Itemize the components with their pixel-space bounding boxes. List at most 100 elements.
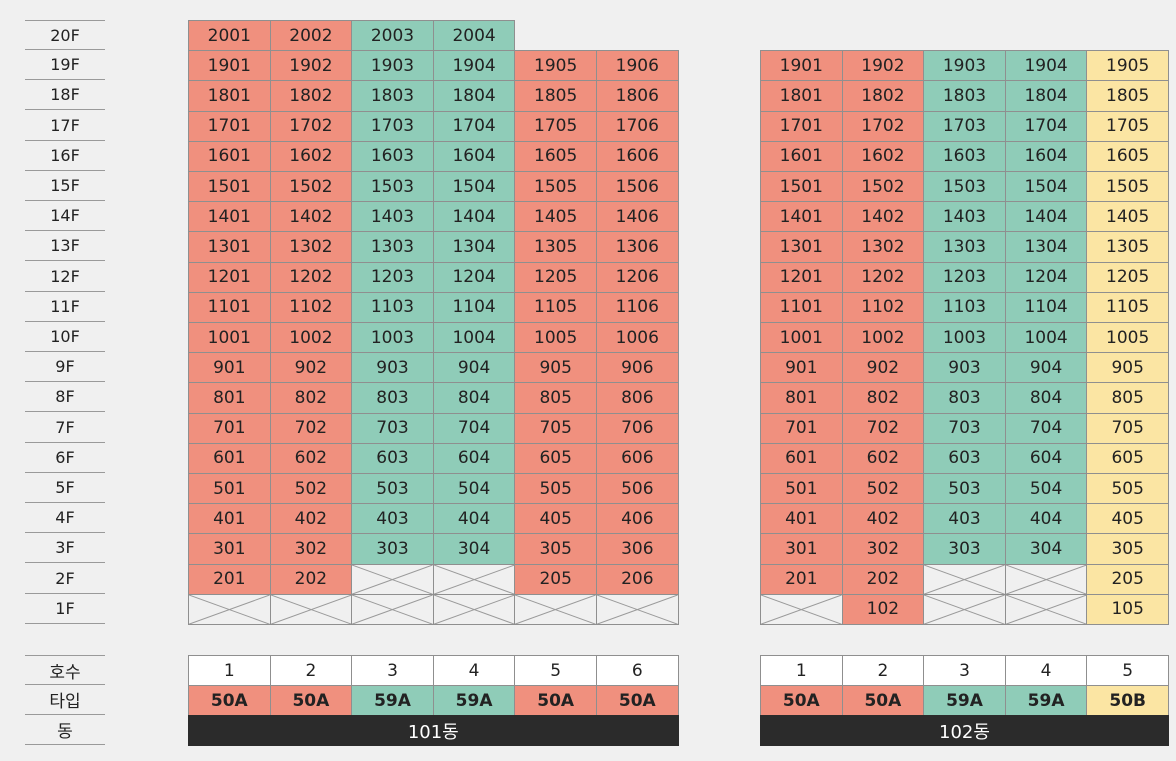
unit-cell: 1703 [923, 110, 1006, 142]
unit-cell: 404 [1004, 503, 1088, 535]
unit-cell: 301 [760, 533, 843, 565]
unit-cell: 1103 [923, 291, 1006, 323]
unit-cell: 801 [760, 382, 843, 414]
unit-cell: 703 [351, 412, 434, 444]
unit-cell: 1803 [923, 80, 1006, 112]
unit-cell: 901 [188, 352, 271, 384]
unit-cell: 1205 [514, 261, 597, 293]
floor-label-16f: 16F [25, 141, 105, 171]
unit-cell: 1004 [432, 322, 516, 354]
unit-type-cell: 50A [188, 685, 271, 716]
floor-label-11f: 11F [25, 292, 105, 322]
unit-cell: 506 [596, 473, 679, 505]
floor-label-19f: 19F [25, 50, 105, 81]
unit-cell: 1105 [1086, 291, 1169, 323]
unit-cell: 406 [596, 503, 679, 535]
unit-cell: 1906 [596, 50, 679, 82]
unit-cell: 1403 [351, 201, 434, 233]
unit-cell: 903 [923, 352, 1006, 384]
unit-cell: 1301 [760, 231, 843, 263]
unit-cell: 1802 [841, 80, 925, 112]
unit-cell: 1904 [1004, 50, 1088, 82]
unit-cell: 1901 [188, 50, 271, 82]
floor-label-13f: 13F [25, 231, 105, 262]
unit-cell: 605 [1086, 442, 1169, 474]
unit-cell: 805 [1086, 382, 1169, 414]
unit-cell: 1603 [923, 140, 1006, 172]
unit-cell: 202 [269, 563, 353, 595]
unit-cell: 301 [188, 533, 271, 565]
unit-cell: 701 [760, 412, 843, 444]
unit-cell: 1603 [351, 140, 434, 172]
building-name-bar: 102동 [760, 715, 1169, 746]
unit-cell: 202 [841, 563, 925, 595]
unit-cell: 1606 [596, 140, 679, 172]
unit-cell: 1802 [269, 80, 353, 112]
unit-cell: 1703 [351, 110, 434, 142]
unit-cell: 1505 [514, 171, 597, 203]
unit-cell: 606 [596, 442, 679, 474]
unit-cell: 1605 [1086, 140, 1169, 172]
unit-cell: 1701 [188, 110, 271, 142]
unit-number-header: 3 [351, 655, 434, 686]
unit-cell: 1106 [596, 291, 679, 323]
floor-label-3f: 3F [25, 533, 105, 564]
cross-out-icon [597, 595, 678, 624]
unit-cell: 1001 [188, 322, 271, 354]
floor-label-7f: 7F [25, 413, 105, 443]
unit-cell: 603 [351, 442, 434, 474]
unit-cell: 1203 [351, 261, 434, 293]
unit-cell: 1206 [596, 261, 679, 293]
empty-unit-cell [269, 593, 353, 625]
floor-label-12f: 12F [25, 262, 105, 292]
unit-cell: 404 [432, 503, 516, 535]
unit-cell: 603 [923, 442, 1006, 474]
unit-cell: 2004 [432, 20, 516, 52]
unit-cell: 1002 [269, 322, 353, 354]
unit-cell: 1403 [923, 201, 1006, 233]
unit-cell: 502 [841, 473, 925, 505]
empty-unit-cell [432, 563, 516, 595]
unit-number-header: 6 [596, 655, 679, 686]
unit-cell: 1204 [432, 261, 516, 293]
unit-cell: 1903 [351, 50, 434, 82]
unit-cell: 1001 [760, 322, 843, 354]
unit-cell: 705 [514, 412, 597, 444]
unit-cell: 1303 [923, 231, 1006, 263]
unit-cell: 1704 [432, 110, 516, 142]
unit-cell: 1801 [188, 80, 271, 112]
unit-cell: 1201 [188, 261, 271, 293]
unit-cell: 601 [760, 442, 843, 474]
unit-cell: 305 [514, 533, 597, 565]
unit-cell: 703 [923, 412, 1006, 444]
unit-cell: 1102 [269, 291, 353, 323]
floor-label-2f: 2F [25, 564, 105, 594]
unit-cell: 1902 [841, 50, 925, 82]
unit-cell: 1604 [432, 140, 516, 172]
unit-cell: 706 [596, 412, 679, 444]
unit-cell: 2003 [351, 20, 434, 52]
unit-cell: 902 [269, 352, 353, 384]
unit-cell: 1205 [1086, 261, 1169, 293]
unit-cell: 1201 [760, 261, 843, 293]
unit-type-cell: 50B [1086, 685, 1169, 716]
unit-cell: 604 [432, 442, 516, 474]
floor-label-18f: 18F [25, 80, 105, 111]
unit-type-cell: 50A [841, 685, 925, 716]
unit-cell: 1702 [269, 110, 353, 142]
unit-cell: 304 [432, 533, 516, 565]
unit-cell: 2002 [269, 20, 353, 52]
floor-label-1f: 1F [25, 594, 105, 624]
unit-cell: 1601 [760, 140, 843, 172]
floor-label-20f: 20F [25, 20, 105, 50]
unit-cell: 1506 [596, 171, 679, 203]
unit-cell: 1103 [351, 291, 434, 323]
row-label-building: 동 [25, 715, 105, 745]
unit-cell: 602 [841, 442, 925, 474]
unit-cell: 704 [1004, 412, 1088, 444]
cross-out-icon [434, 565, 515, 594]
unit-cell: 1406 [596, 201, 679, 233]
unit-cell: 504 [432, 473, 516, 505]
unit-cell: 1604 [1004, 140, 1088, 172]
unit-cell: 1706 [596, 110, 679, 142]
